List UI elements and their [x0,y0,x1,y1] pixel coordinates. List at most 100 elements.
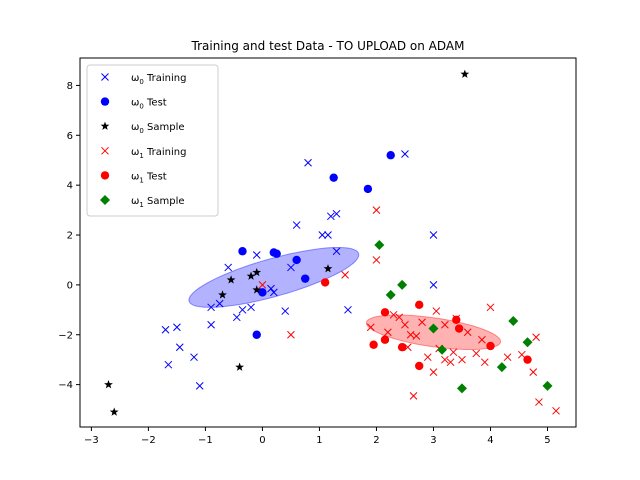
series-0-point-stroke [304,158,312,167]
series-3-point-stroke [389,310,398,319]
series-3-point-stroke [532,333,540,342]
series-4-point [452,315,461,324]
series-0-point-stroke [252,251,261,259]
series-0-point [292,221,301,229]
legend-label-1: ω0 Test [131,98,167,111]
series-3-point [395,313,404,322]
series-0-point [429,281,438,289]
series-0-point [215,299,224,308]
series-1-point [300,274,310,283]
series-3-point-stroke [384,328,392,337]
series-3-point-stroke [535,398,543,406]
series-0-point [164,360,173,369]
series-0-point-stroke [195,382,204,390]
series-3-point [372,206,381,214]
series-3-point [429,368,438,377]
series-1-point [386,151,395,160]
series-0-point-stroke [318,231,327,239]
series-0-point [173,323,181,332]
x-tick-label: 2 [373,435,379,446]
series-0-point [175,343,184,352]
series-5-point [456,383,467,394]
legend-box [86,64,219,217]
legend: ω0 Training ω0 Test ω0 Sample ω1 Training ω1… [86,64,219,217]
series-1-point [238,247,247,256]
covariance-ellipse-0 [188,247,360,308]
series-0-point-stroke [326,212,335,221]
series-3-point-stroke [366,323,375,332]
series-0-point-stroke [207,303,215,312]
series-4-point [380,335,390,344]
series-2-point [323,264,333,273]
series-0-point [247,303,255,312]
series-3-point [449,348,458,357]
series-5-point [437,344,448,355]
series-0-point-stroke [344,305,352,314]
series-0-point-stroke [401,150,409,158]
series-3-point-stroke [552,406,560,415]
plot-area-frame [79,57,577,428]
series-3-point [535,398,543,406]
series-4-point [486,341,495,351]
series-4-point [454,324,464,333]
legend-label-4: ω1 Test [131,171,167,184]
series-0-point [281,307,290,315]
x-tick-label: 1 [316,435,322,446]
series-2-point [252,267,262,277]
legend-label-5: ω1 Sample [131,196,185,209]
series-3-point [503,353,512,362]
series-0-point [332,247,341,256]
series-3-point-stroke [341,271,349,279]
series-3-point [480,358,489,367]
series-0-point-stroke [224,263,233,272]
series-4-point [369,340,378,349]
series-2-point [104,380,113,389]
series-3-point [412,332,421,340]
series-3-point-stroke [472,349,481,358]
series-1-point [252,330,261,339]
legend-marker-2 [100,121,110,130]
series-4-point [397,343,407,352]
series-0-point-stroke [429,231,438,239]
series-0-point-stroke [267,284,275,293]
series-0-point-stroke [173,323,181,332]
series-3-point-stroke [432,307,441,315]
y-tick-label: −4 [58,380,73,391]
series-1-point [258,288,267,297]
series-3-point-stroke [480,358,489,367]
series-2-point [235,362,245,371]
series-0-point [401,150,409,158]
series-2-point [218,290,227,299]
series-3-point [529,368,538,377]
series-4-point [380,308,390,317]
series-2-point [460,69,470,78]
series-0-point [207,320,215,329]
series-0-point [318,231,327,239]
series-0-point-stroke [161,325,170,334]
series-3-point [366,323,375,332]
series-0-point-stroke [281,307,290,315]
legend-label-0: ω0 Training [131,73,186,86]
series-3-point-stroke [441,355,449,364]
series-3-point [486,303,495,312]
series-3-point-stroke [458,355,466,364]
series-3-point [458,355,466,364]
series-0-point [269,288,278,297]
x-tick-label: 4 [487,435,493,446]
series-3-point-stroke [463,328,472,337]
y-tick-label: 2 [67,231,73,242]
series-0-point [238,305,247,314]
series-2-point [226,275,236,284]
series-3-point-stroke [517,350,526,359]
series-0-point-stroke [247,303,255,312]
series-0-point-stroke [324,231,332,239]
series-3-point [532,333,540,342]
series-3-point-stroke [401,320,409,329]
series-3-point-stroke [395,313,404,322]
series-4-point [415,300,424,310]
series-1-point [329,173,338,182]
series-0-point-stroke [175,343,184,352]
series-5-point [522,337,533,348]
series-4-point [320,278,330,287]
series-0-point-stroke [292,221,301,229]
